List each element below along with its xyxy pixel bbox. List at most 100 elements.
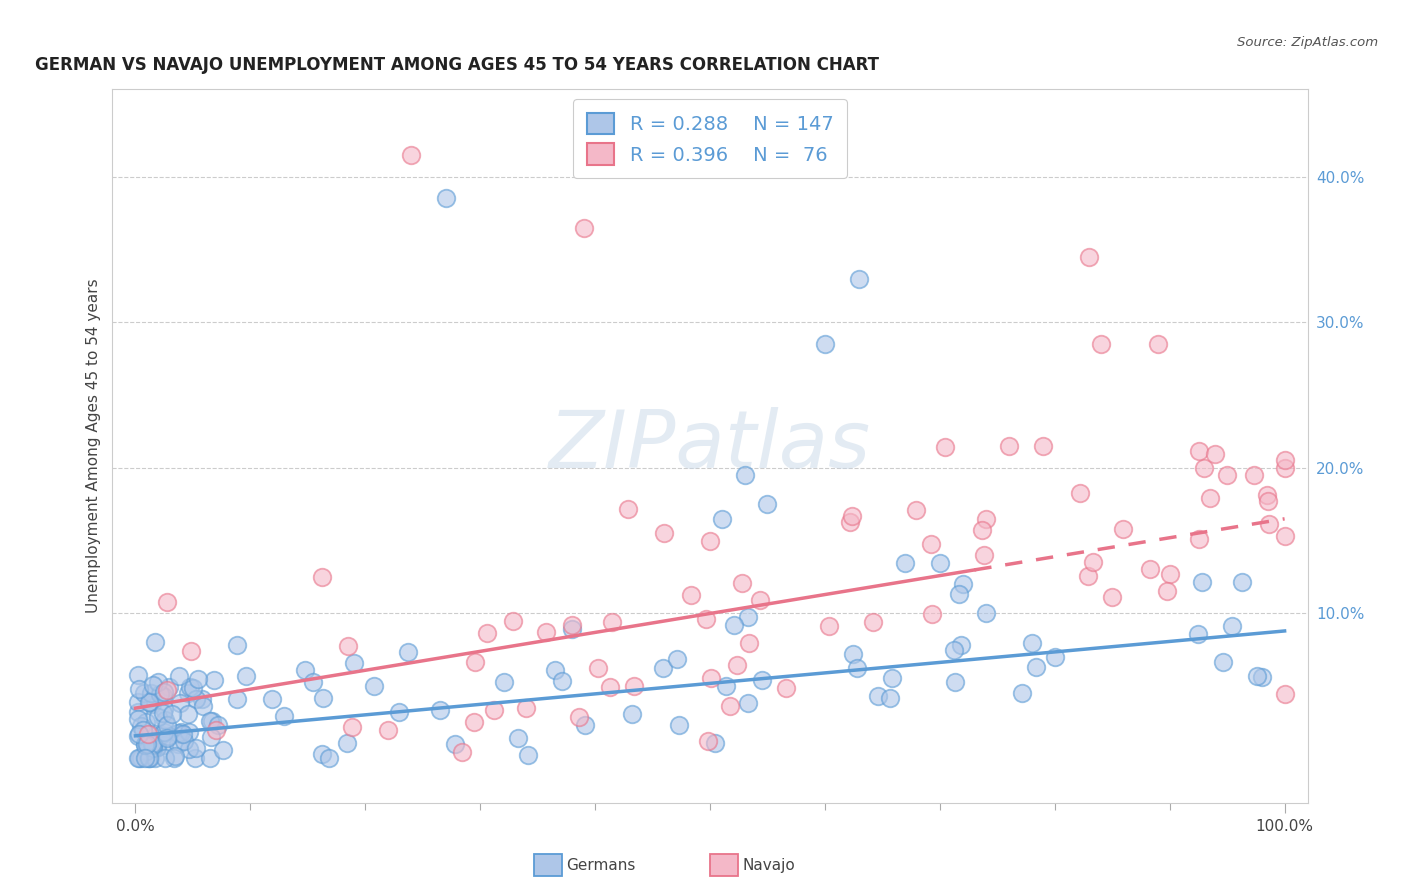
Point bbox=[652, 526, 675, 541]
Point bbox=[127, 712, 149, 726]
Point bbox=[1216, 468, 1239, 483]
Point bbox=[973, 549, 995, 563]
Point bbox=[153, 750, 176, 764]
Point bbox=[141, 697, 163, 711]
Point bbox=[169, 727, 191, 741]
Point bbox=[143, 750, 166, 764]
Point bbox=[139, 686, 162, 700]
Point bbox=[1069, 486, 1091, 500]
Point bbox=[153, 685, 176, 699]
Point bbox=[463, 714, 485, 729]
Point bbox=[134, 686, 156, 700]
Point bbox=[131, 723, 153, 738]
Point bbox=[934, 440, 956, 454]
Point bbox=[235, 669, 257, 683]
Point bbox=[1021, 635, 1043, 649]
Point bbox=[748, 592, 770, 607]
Point bbox=[340, 720, 363, 734]
Point bbox=[148, 674, 170, 689]
Point bbox=[882, 671, 904, 685]
Point bbox=[186, 741, 208, 756]
Point bbox=[1083, 555, 1105, 569]
Point bbox=[697, 734, 720, 748]
Point bbox=[336, 639, 359, 653]
Point bbox=[848, 271, 870, 285]
Point bbox=[775, 681, 797, 696]
Point bbox=[127, 695, 149, 709]
Point bbox=[129, 750, 152, 764]
Point bbox=[1256, 487, 1278, 501]
Point bbox=[211, 743, 233, 757]
Point bbox=[146, 739, 169, 754]
Point bbox=[845, 661, 868, 675]
Point bbox=[928, 556, 950, 570]
Point bbox=[716, 679, 738, 693]
Text: Navajo: Navajo bbox=[742, 858, 796, 872]
Point bbox=[948, 587, 970, 601]
Point bbox=[191, 692, 214, 706]
Point bbox=[599, 680, 621, 694]
Point bbox=[1257, 517, 1279, 532]
Point bbox=[894, 556, 917, 570]
Point bbox=[401, 147, 423, 161]
Point bbox=[1204, 448, 1226, 462]
Point bbox=[1159, 567, 1181, 582]
Point bbox=[163, 750, 186, 764]
Point bbox=[1025, 660, 1047, 674]
Text: ZIPatlas: ZIPatlas bbox=[548, 407, 872, 485]
Point bbox=[586, 661, 609, 675]
Point bbox=[311, 747, 333, 762]
Point bbox=[153, 724, 176, 739]
Point bbox=[952, 577, 974, 591]
Point bbox=[1251, 669, 1274, 683]
Point bbox=[1101, 590, 1123, 604]
Point bbox=[177, 724, 200, 739]
Point bbox=[135, 744, 157, 758]
Point bbox=[187, 672, 209, 686]
Point bbox=[482, 703, 505, 717]
Point bbox=[139, 740, 162, 755]
Text: GERMAN VS NAVAJO UNEMPLOYMENT AMONG AGES 45 TO 54 YEARS CORRELATION CHART: GERMAN VS NAVAJO UNEMPLOYMENT AMONG AGES… bbox=[35, 56, 879, 74]
Point bbox=[156, 731, 179, 746]
Point bbox=[157, 680, 180, 694]
Point bbox=[838, 516, 860, 530]
Point bbox=[506, 731, 529, 746]
Point bbox=[377, 723, 399, 737]
Point bbox=[152, 689, 174, 703]
Point bbox=[167, 737, 190, 751]
Point bbox=[139, 695, 162, 709]
Point bbox=[1191, 575, 1213, 590]
Point bbox=[142, 740, 165, 755]
Point bbox=[1032, 439, 1054, 453]
Point bbox=[156, 683, 179, 698]
Point bbox=[616, 502, 638, 516]
Point bbox=[311, 570, 333, 584]
Point bbox=[862, 615, 884, 629]
Point bbox=[1220, 619, 1243, 633]
Point bbox=[942, 643, 965, 657]
Point bbox=[974, 607, 997, 621]
Point bbox=[700, 671, 723, 685]
Point bbox=[517, 748, 540, 763]
Point bbox=[704, 736, 727, 750]
Point bbox=[177, 706, 200, 721]
Point bbox=[200, 750, 222, 764]
Point bbox=[602, 615, 624, 630]
Point bbox=[202, 673, 225, 687]
Point bbox=[998, 439, 1021, 453]
Point bbox=[336, 736, 359, 750]
Point bbox=[136, 737, 159, 751]
Point bbox=[842, 648, 865, 662]
Point bbox=[207, 717, 229, 731]
Point bbox=[138, 750, 160, 764]
Point bbox=[1139, 562, 1161, 576]
Point bbox=[152, 706, 174, 721]
Point bbox=[451, 745, 474, 759]
Point bbox=[1112, 522, 1135, 536]
Point bbox=[1246, 669, 1268, 683]
Point bbox=[135, 715, 157, 730]
Point bbox=[734, 468, 756, 483]
Point bbox=[666, 652, 689, 666]
Point bbox=[1274, 453, 1296, 467]
Text: Source: ZipAtlas.com: Source: ZipAtlas.com bbox=[1237, 36, 1378, 49]
